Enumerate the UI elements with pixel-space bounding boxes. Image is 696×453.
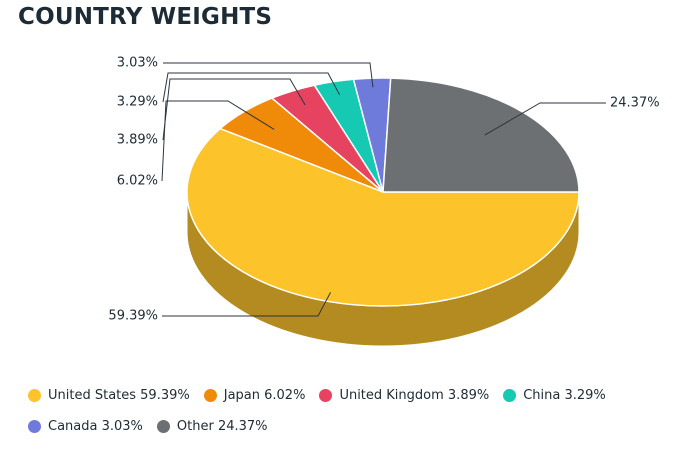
pie-chart: 59.39% 24.37% 3.03% 3.29% 3.89% 6.02%	[108, 56, 660, 347]
pie-slice-other	[382, 77, 580, 193]
leader-line-canada	[163, 62, 374, 88]
legend-swatch-united-states	[28, 388, 41, 402]
data-label-united-kingdom: 3.89%	[117, 133, 158, 148]
legend-label-china: China 3.29%	[523, 387, 606, 403]
legend-item-canada[interactable]: Canada 3.03%	[28, 417, 143, 435]
leader-line-united-states	[162, 292, 331, 317]
leader-line-other	[484, 102, 606, 136]
legend-swatch-united-kingdom	[319, 388, 333, 402]
chart-title: COUNTRY WEIGHTS	[18, 4, 273, 30]
legend-label-other: Other 24.37%	[176, 418, 268, 434]
legend-label-united-kingdom: United Kingdom 3.89%	[339, 387, 490, 403]
data-label-canada: 3.03%	[117, 56, 158, 71]
data-label-japan: 6.02%	[117, 174, 158, 189]
data-label-china: 3.29%	[117, 95, 158, 110]
legend-swatch-china	[503, 388, 517, 402]
data-label-other: 24.37%	[610, 96, 660, 111]
leader-line-united-kingdom	[162, 78, 306, 141]
data-label-united-states: 59.39%	[108, 309, 158, 324]
legend-item-united-kingdom[interactable]: United Kingdom 3.89%	[319, 386, 489, 404]
legend-item-china[interactable]: China 3.29%	[503, 386, 606, 404]
leader-line-china	[162, 72, 341, 103]
leader-line-japan	[161, 100, 275, 182]
legend-label-canada: Canada 3.03%	[48, 418, 143, 434]
legend-item-japan[interactable]: Japan 6.02%	[203, 386, 306, 404]
legend-item-other[interactable]: Other 24.37%	[156, 417, 268, 435]
legend-label-japan: Japan 6.02%	[223, 387, 306, 403]
legend: United States 59.39% Japan 6.02% United Ki…	[28, 386, 678, 435]
legend-item-united-states[interactable]: United States 59.39%	[28, 386, 190, 404]
legend-label-united-states: United States 59.39%	[48, 387, 190, 403]
legend-swatch-japan	[203, 388, 217, 402]
legend-swatch-canada	[28, 419, 41, 433]
legend-swatch-other	[156, 419, 170, 433]
